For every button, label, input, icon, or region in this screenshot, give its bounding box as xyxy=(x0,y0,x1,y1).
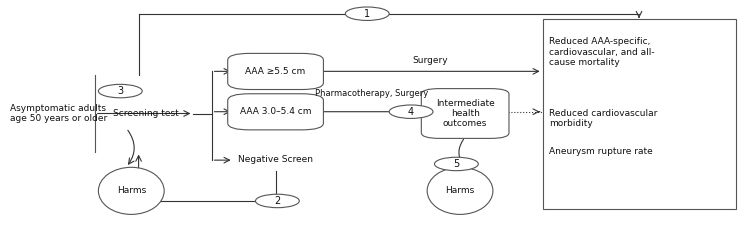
Text: 1: 1 xyxy=(364,9,370,19)
FancyBboxPatch shape xyxy=(422,89,509,138)
Text: Harms: Harms xyxy=(446,186,475,195)
Text: 4: 4 xyxy=(408,107,414,117)
Text: Reduced cardiovascular
morbidity: Reduced cardiovascular morbidity xyxy=(549,109,658,128)
Text: Aneurysm rupture rate: Aneurysm rupture rate xyxy=(549,147,653,156)
Text: Negative Screen: Negative Screen xyxy=(238,155,314,164)
FancyBboxPatch shape xyxy=(228,53,323,89)
Circle shape xyxy=(98,84,142,98)
Text: Intermediate
health
outcomes: Intermediate health outcomes xyxy=(436,99,494,128)
Circle shape xyxy=(389,105,433,118)
Circle shape xyxy=(256,194,299,208)
Text: 2: 2 xyxy=(274,196,280,206)
Text: AAA 3.0–5.4 cm: AAA 3.0–5.4 cm xyxy=(240,107,311,116)
Text: Screening test: Screening test xyxy=(113,109,178,118)
Circle shape xyxy=(434,157,478,171)
Text: Harms: Harms xyxy=(117,186,146,195)
Text: Reduced AAA-specific,
cardiovascular, and all-
cause mortality: Reduced AAA-specific, cardiovascular, an… xyxy=(549,37,655,67)
Ellipse shape xyxy=(427,167,493,214)
Text: 3: 3 xyxy=(117,86,124,96)
Ellipse shape xyxy=(98,167,164,214)
Text: Pharmacotherapy, Surgery: Pharmacotherapy, Surgery xyxy=(315,89,428,98)
Circle shape xyxy=(345,7,389,20)
Text: Asymptomatic adults
age 50 years or older: Asymptomatic adults age 50 years or olde… xyxy=(10,104,106,123)
FancyBboxPatch shape xyxy=(542,19,736,209)
Text: 5: 5 xyxy=(453,159,460,169)
Text: Surgery: Surgery xyxy=(413,56,448,65)
Text: AAA ≥5.5 cm: AAA ≥5.5 cm xyxy=(245,67,306,76)
FancyBboxPatch shape xyxy=(228,94,323,130)
